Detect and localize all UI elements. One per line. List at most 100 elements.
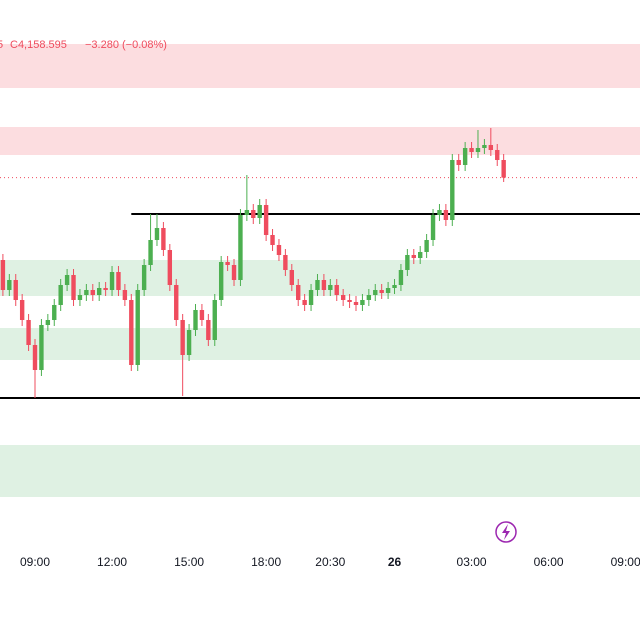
candle-body: [385, 288, 391, 293]
x-tick-label: 15:00: [174, 555, 204, 569]
candle-body: [251, 210, 256, 218]
candle-body: [13, 280, 18, 300]
candle-body: [437, 210, 442, 215]
x-tick-label: 20:30: [315, 555, 345, 569]
candle-body: [77, 295, 83, 300]
candle-body: [26, 320, 31, 345]
candle-body: [424, 240, 429, 252]
candle-body: [206, 320, 211, 340]
candle-body: [321, 280, 327, 290]
zone: [0, 328, 640, 360]
candle-body: [340, 295, 346, 300]
candle-body: [456, 160, 461, 165]
candle-body: [366, 295, 372, 300]
candle-body: [302, 300, 307, 305]
candle-body: [218, 262, 224, 300]
candle-body: [64, 275, 70, 285]
candle-body: [443, 210, 449, 220]
candle-body: [97, 288, 102, 295]
candle-body: [347, 300, 352, 302]
candle-body: [199, 310, 205, 320]
header-fragment: 5: [0, 39, 3, 51]
x-tick-label: 12:00: [97, 555, 127, 569]
candle-body: [450, 160, 455, 220]
candle-body: [116, 272, 121, 290]
zone: [0, 445, 640, 497]
candle-body: [475, 148, 481, 152]
candle-body: [45, 320, 51, 325]
candle-body: [109, 272, 115, 290]
candle-body: [296, 285, 301, 300]
x-tick-label: 18:00: [251, 555, 281, 569]
candle-body: [193, 310, 198, 330]
candle-body: [180, 320, 185, 355]
zone: [0, 127, 640, 155]
candle-body: [19, 300, 25, 320]
x-tick-label: 09:00: [611, 555, 640, 569]
header-close: C4,158.595: [10, 39, 67, 51]
x-tick-label: 26: [388, 555, 402, 569]
candle-body: [129, 300, 134, 365]
candle-body: [135, 290, 140, 365]
candle-body: [373, 290, 378, 295]
candle-body: [141, 265, 147, 290]
x-tick-label: 06:00: [534, 555, 564, 569]
zone: [0, 260, 640, 296]
candle-body: [353, 302, 359, 305]
candle-body: [263, 205, 269, 235]
candle-body: [488, 145, 494, 150]
candle-body: [238, 215, 243, 280]
candle-body: [405, 255, 410, 270]
candle-body: [103, 288, 108, 290]
candle-body: [231, 265, 237, 280]
candle-body: [39, 325, 44, 370]
candle-body: [328, 285, 333, 290]
candle-body: [84, 290, 89, 295]
candle-body: [32, 345, 38, 370]
zones: [0, 44, 640, 497]
candle-body: [244, 210, 250, 215]
candle-body: [90, 290, 95, 295]
x-tick-label: 09:00: [20, 555, 50, 569]
candle-body: [495, 150, 500, 160]
candle-body: [360, 300, 365, 305]
x-tick-label: 03:00: [457, 555, 487, 569]
candle-body: [482, 145, 487, 148]
candle-body: [398, 270, 404, 285]
candle-body: [418, 252, 423, 258]
candle-body: [501, 160, 506, 178]
candle-body: [334, 285, 339, 295]
candle-body: [276, 245, 282, 255]
candle-body: [167, 250, 173, 285]
candle-body: [430, 215, 436, 240]
candle-body: [289, 270, 294, 285]
zone: [0, 44, 640, 88]
candle-body: [462, 148, 468, 165]
candle-body: [270, 235, 275, 245]
candle-body: [469, 148, 474, 152]
replay-icon[interactable]: [495, 521, 517, 543]
candle-body: [71, 275, 76, 300]
candle-body: [379, 290, 384, 293]
candle-body: [7, 280, 12, 290]
candle-body: [392, 285, 397, 288]
candle-body: [308, 290, 314, 305]
candle-body: [154, 228, 160, 240]
candle-body: [161, 228, 166, 250]
candle-body: [186, 330, 192, 355]
candle-body: [411, 255, 416, 258]
header-change: −3.280 (−0.08%): [85, 39, 167, 51]
candle-body: [174, 285, 179, 320]
candle-body: [52, 305, 57, 320]
candle-body: [283, 255, 288, 270]
candle-body: [148, 240, 153, 265]
candle-body: [212, 300, 217, 340]
candle-body: [315, 280, 320, 290]
candle-body: [0, 260, 6, 290]
candle-body: [257, 205, 262, 218]
candle-body: [225, 262, 230, 265]
candle-body: [122, 290, 128, 300]
candle-body: [58, 285, 63, 305]
